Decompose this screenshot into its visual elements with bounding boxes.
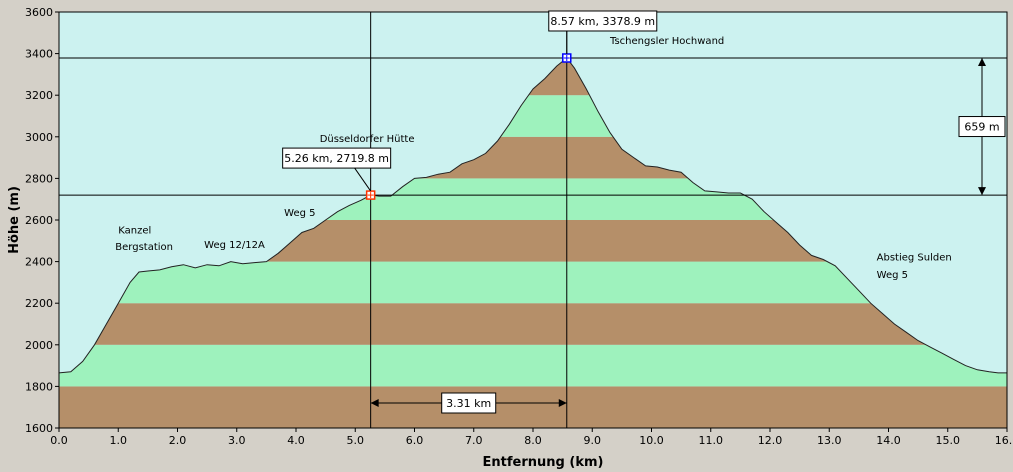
x-tick-label: 0.0 — [50, 434, 68, 447]
x-tick-label: 12.0 — [758, 434, 783, 447]
marker-leader-line — [354, 167, 372, 192]
y-tick-label: 3600 — [25, 6, 53, 19]
x-tick-label: 5.0 — [347, 434, 365, 447]
chart-annotation: Tschengsler Hochwand — [609, 36, 724, 47]
profile-line — [58, 57, 1007, 374]
x-axis-title: Entfernung (km) — [483, 455, 604, 470]
y-tick-label: 1800 — [25, 380, 53, 393]
x-tick-label: 11.0 — [699, 434, 724, 447]
marker-label-box — [548, 10, 658, 32]
elevation-band — [59, 344, 1007, 387]
y-tick-label: 3400 — [25, 48, 53, 61]
y-tick-label: 2200 — [25, 297, 53, 310]
distance-arrow-head — [370, 399, 379, 407]
x-tick-label: 13.0 — [817, 434, 842, 447]
chart-annotation: Abstieg Sulden — [877, 253, 952, 264]
x-tick-label: 16.0 — [995, 434, 1013, 447]
x-tick-label: 7.0 — [465, 434, 483, 447]
y-tick-label: 3200 — [25, 89, 53, 102]
y-axis-title: Höhe (m) — [7, 186, 22, 254]
x-tick-label: 3.0 — [228, 434, 246, 447]
height-arrow-head — [978, 57, 986, 66]
distance-label: 3.31 km — [446, 397, 491, 410]
chart-annotation: Weg 5 — [284, 208, 315, 219]
marker-label: 8.57 km, 3378.9 m — [550, 15, 655, 28]
marker-label: 5.26 km, 2719.8 m — [284, 152, 389, 165]
chart-annotation: Düsseldorfer Hütte — [320, 134, 415, 145]
x-tick-label: 2.0 — [169, 434, 187, 447]
x-tick-label: 14.0 — [876, 434, 901, 447]
height-label-box — [958, 116, 1006, 138]
y-tick-label: 2800 — [25, 172, 53, 185]
chart-annotation: Bergstation — [115, 242, 173, 253]
distance-arrow-head — [558, 399, 567, 407]
marker-label-box — [282, 147, 392, 169]
chart-annotation: Weg 12/12A — [204, 240, 265, 251]
chart-annotation: Weg 5 — [877, 270, 908, 281]
x-tick-label: 1.0 — [110, 434, 128, 447]
y-tick-label: 3000 — [25, 131, 53, 144]
chart-annotation: Kanzel — [118, 226, 151, 237]
x-tick-label: 6.0 — [406, 434, 424, 447]
x-tick-label: 8.0 — [524, 434, 542, 447]
y-tick-label: 1600 — [25, 422, 53, 435]
height-arrow-head — [978, 187, 986, 196]
elevation-band — [59, 303, 1007, 345]
y-tick-label: 2600 — [25, 214, 53, 227]
y-tick-label: 2000 — [25, 339, 53, 352]
distance-label-box — [441, 392, 497, 414]
x-tick-label: 15.0 — [936, 434, 961, 447]
x-tick-label: 4.0 — [287, 434, 305, 447]
y-tick-label: 2400 — [25, 256, 53, 269]
height-label: 659 m — [964, 121, 999, 134]
x-tick-label: 9.0 — [584, 434, 602, 447]
x-tick-label: 10.0 — [639, 434, 664, 447]
elevation-band — [59, 386, 1007, 428]
